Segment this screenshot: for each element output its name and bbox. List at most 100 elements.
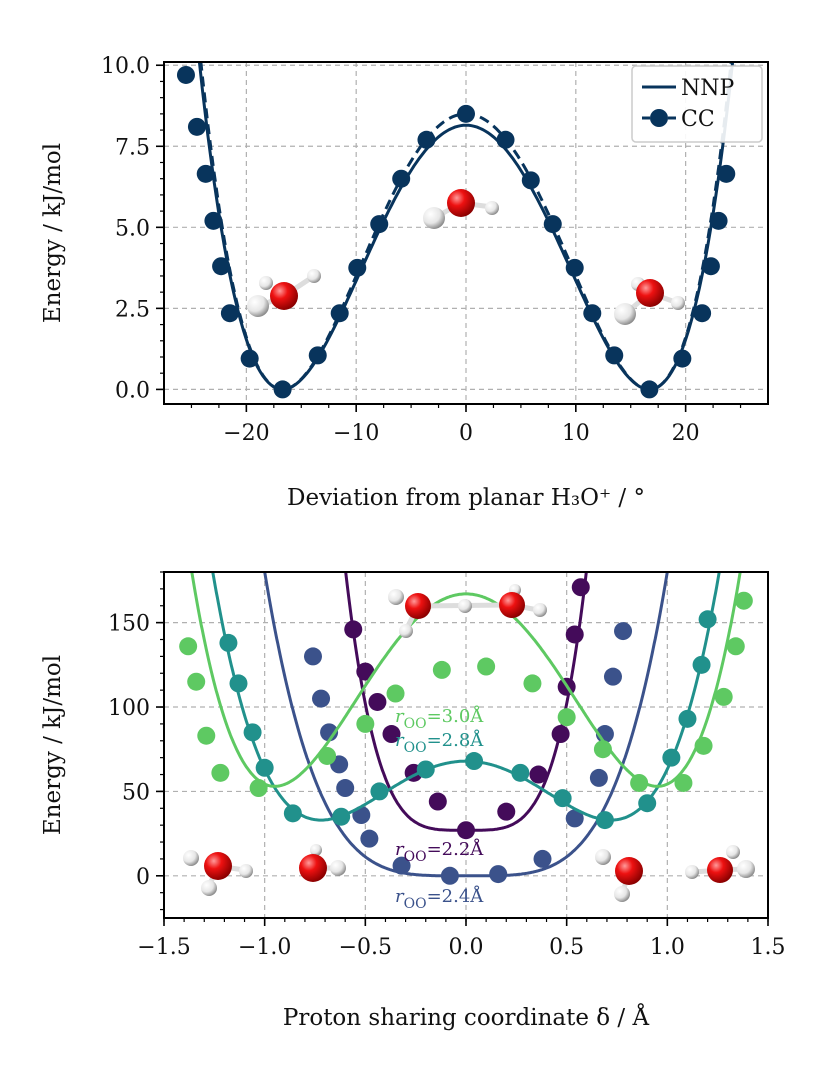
series-0-point bbox=[551, 725, 570, 744]
series-2-point bbox=[219, 633, 238, 652]
cc-data-point bbox=[417, 130, 436, 149]
top-ytick-label: 10.0 bbox=[101, 54, 150, 79]
bottom-ticks: −1.5 −1.0 −0.5 0.0 0.5 1.0 1.5 0 50 100 150 bbox=[108, 571, 786, 960]
cc-data-point bbox=[543, 215, 562, 234]
top-curves bbox=[176, 62, 736, 399]
cc-data-point bbox=[176, 65, 195, 84]
cc-data-point bbox=[196, 164, 215, 183]
series-1-point bbox=[589, 768, 608, 787]
cc-data-point bbox=[583, 304, 602, 323]
series-2-point bbox=[662, 748, 681, 767]
cc-data-point bbox=[330, 304, 349, 323]
series-1-point bbox=[603, 667, 622, 686]
bottom-molecule-left bbox=[299, 844, 346, 882]
cc-data-point bbox=[605, 346, 624, 365]
bottom-xtick-label: −0.5 bbox=[339, 935, 392, 960]
bottom-ytick-label: 150 bbox=[108, 612, 150, 637]
label-roo-3-0: rOO=3.0Å bbox=[395, 705, 484, 732]
series-3-point bbox=[318, 746, 337, 765]
legend-nnp-label: NNP bbox=[681, 76, 735, 101]
series-1-point bbox=[360, 829, 379, 848]
top-ytick-label: 2.5 bbox=[115, 297, 150, 322]
series-2-point bbox=[698, 610, 717, 629]
series-3-point bbox=[211, 763, 230, 782]
bottom-ytick-label: 50 bbox=[122, 780, 150, 805]
series-3-point bbox=[432, 660, 451, 679]
label-roo-2-2: rOO=2.2Å bbox=[395, 838, 484, 865]
series-3-point bbox=[630, 773, 649, 792]
series-3-point bbox=[386, 684, 405, 703]
series-3-point bbox=[249, 779, 268, 798]
top-molecule-right bbox=[614, 277, 685, 325]
series-3-point bbox=[179, 637, 198, 656]
top-chart: −20 −10 0 10 20 0.0 2.5 5.0 7.5 10.0 NNP CC Devia… bbox=[40, 54, 769, 511]
series-2-point bbox=[595, 811, 614, 830]
legend-cc-label: CC bbox=[681, 107, 715, 132]
cc-data-point bbox=[212, 257, 231, 276]
bottom-xtick-label: −1.0 bbox=[238, 935, 291, 960]
label-roo-2-8: rOO=2.8Å bbox=[395, 729, 484, 756]
top-xtick-label: −20 bbox=[223, 421, 269, 446]
cc-data-point bbox=[693, 304, 712, 323]
series-1-point bbox=[565, 809, 584, 828]
series-3-point bbox=[734, 591, 753, 610]
top-xtick-label: 10 bbox=[562, 421, 590, 446]
series-2-point bbox=[678, 709, 697, 728]
bottom-xtick-label: 0.5 bbox=[549, 935, 584, 960]
series-2-point bbox=[465, 752, 484, 771]
series-1-point bbox=[303, 647, 322, 666]
series-2-point bbox=[692, 655, 711, 674]
cc-data-point bbox=[521, 171, 540, 190]
series-2-point bbox=[229, 674, 248, 693]
series-3-point bbox=[674, 773, 693, 792]
series-3-point bbox=[197, 726, 216, 745]
series-0-point bbox=[457, 821, 475, 840]
bottom-x-axis-label: Proton sharing coordinate δ / Å bbox=[283, 1003, 650, 1031]
bottom-ytick-label: 0 bbox=[136, 865, 150, 890]
series-2-point bbox=[283, 804, 302, 823]
bottom-molecule-right bbox=[595, 849, 643, 902]
cc-data-point bbox=[717, 164, 736, 183]
series-1-point bbox=[533, 849, 552, 868]
series-3-point bbox=[557, 708, 576, 727]
series-0-point bbox=[497, 802, 516, 821]
nnp-curve bbox=[197, 62, 735, 391]
series-0-point bbox=[565, 625, 584, 644]
cc-data-point bbox=[640, 380, 659, 399]
bottom-ytick-label: 100 bbox=[108, 696, 150, 721]
label-roo-2-4: rOO=2.4Å bbox=[395, 885, 484, 912]
cc-data-point bbox=[370, 215, 389, 234]
legend-cc-marker bbox=[650, 109, 668, 127]
cc-data-point bbox=[220, 304, 239, 323]
bottom-xtick-label: 1.5 bbox=[751, 935, 786, 960]
series-3-point bbox=[523, 674, 542, 693]
bottom-chart: −1.5 −1.0 −0.5 0.0 0.5 1.0 1.5 0 50 100 150 rOO=3.… bbox=[40, 571, 786, 1031]
cc-data-point bbox=[240, 349, 259, 368]
series-2-point bbox=[243, 723, 262, 742]
series-0-point bbox=[382, 725, 401, 744]
series-0-point bbox=[368, 692, 387, 711]
bottom-xtick-label: 1.0 bbox=[650, 935, 685, 960]
cc-data-point bbox=[565, 258, 584, 277]
bottom-curves bbox=[179, 572, 753, 885]
series-1-point bbox=[489, 865, 508, 884]
series-1-point bbox=[320, 723, 339, 742]
series-2-point bbox=[255, 758, 274, 777]
series-2-point bbox=[553, 789, 572, 808]
series-line-1 bbox=[263, 572, 669, 878]
series-3-point bbox=[714, 687, 733, 706]
series-0-point bbox=[428, 792, 447, 811]
bottom-molecule-far-left bbox=[183, 850, 253, 896]
cc-data-point bbox=[709, 211, 728, 230]
top-molecule-center bbox=[423, 189, 499, 229]
top-molecule-left bbox=[247, 269, 321, 317]
series-1-point bbox=[392, 856, 411, 875]
cc-data-point bbox=[673, 349, 692, 368]
series-3-point bbox=[356, 714, 375, 733]
series-2-point bbox=[638, 794, 657, 813]
top-y-axis-label: Energy / kJ/mol bbox=[40, 143, 66, 323]
cc-data-point bbox=[348, 258, 367, 277]
series-1-point bbox=[614, 622, 633, 641]
series-3-point bbox=[694, 736, 713, 755]
